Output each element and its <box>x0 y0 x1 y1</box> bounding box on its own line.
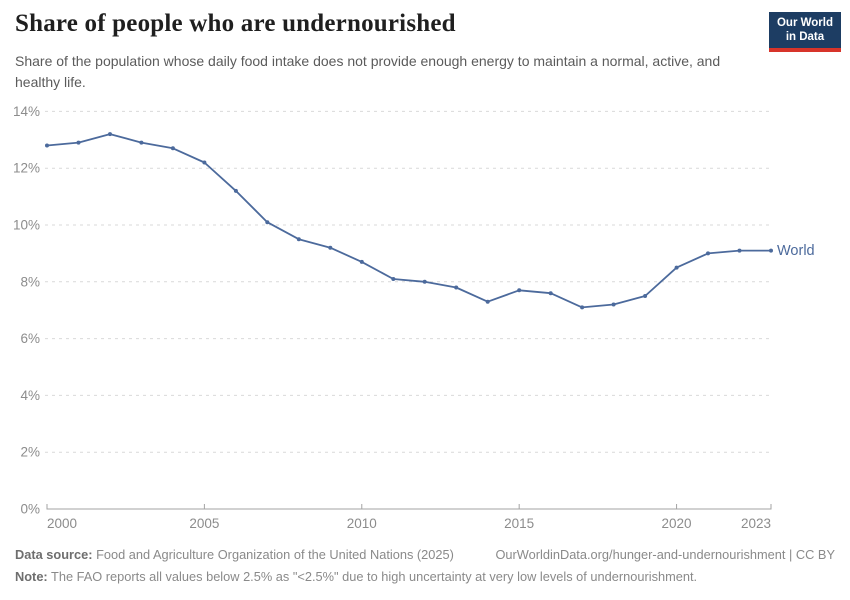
canonical-url[interactable]: OurWorldinData.org/hunger-and-undernouri… <box>495 547 835 562</box>
data-point[interactable] <box>422 279 427 284</box>
chart-footer: Data source: Food and Agriculture Organi… <box>15 547 835 585</box>
data-point[interactable] <box>45 143 49 148</box>
owid-logo[interactable]: Our World in Data <box>768 12 841 52</box>
note-text: The FAO reports all values below 2.5% as… <box>47 569 698 584</box>
y-axis-label: 12% <box>13 161 40 176</box>
series-line-world[interactable] <box>46 133 771 309</box>
x-axis-label: 2020 <box>662 516 692 531</box>
data-point[interactable] <box>485 299 490 304</box>
data-source: Data source: Food and Agriculture Organi… <box>15 547 454 563</box>
data-point[interactable] <box>706 251 710 256</box>
data-point[interactable] <box>233 188 238 193</box>
x-axis-label: 2010 <box>347 516 377 531</box>
y-axis-label: 8% <box>20 274 40 289</box>
data-point[interactable] <box>454 285 459 290</box>
data-point[interactable] <box>674 265 679 270</box>
data-point[interactable] <box>296 237 301 242</box>
y-axis-label: 4% <box>20 388 40 403</box>
y-axis-label: 10% <box>13 218 40 233</box>
chart-note: Note: The FAO reports all values below 2… <box>15 569 835 585</box>
data-point[interactable] <box>580 305 585 310</box>
page-title: Share of people who are undernourished <box>15 10 456 37</box>
data-point[interactable] <box>548 291 553 296</box>
data-point[interactable] <box>139 140 144 145</box>
x-axis-label: 2005 <box>189 516 219 531</box>
logo-line-1: Our World <box>776 17 833 29</box>
data-source-label: Data source: <box>15 547 93 562</box>
data-source-text: Food and Agriculture Organization of the… <box>92 547 454 562</box>
data-point[interactable] <box>517 288 522 293</box>
data-point[interactable] <box>202 160 207 165</box>
data-point[interactable] <box>769 248 773 253</box>
data-point[interactable] <box>737 248 742 253</box>
data-point[interactable] <box>108 132 112 137</box>
logo-line-2: in Data <box>785 30 825 43</box>
y-axis-label: 0% <box>20 502 40 517</box>
note-label: Note: <box>15 569 48 584</box>
y-axis-label: 6% <box>20 331 40 346</box>
x-axis-label: 2015 <box>504 516 534 531</box>
y-axis-label: 14% <box>13 104 40 119</box>
data-point[interactable] <box>643 294 648 298</box>
data-point[interactable] <box>391 277 396 281</box>
y-axis-label: 2% <box>20 445 40 460</box>
data-point[interactable] <box>611 302 616 307</box>
data-point[interactable] <box>265 220 270 225</box>
x-axis-line <box>46 504 772 510</box>
series-end-label[interactable]: World <box>777 243 815 259</box>
chart-subtitle: Share of the population whose daily food… <box>15 53 721 90</box>
data-point[interactable] <box>170 146 175 151</box>
data-point[interactable] <box>76 140 81 145</box>
x-axis-label: 2000 <box>47 516 77 531</box>
data-point[interactable] <box>359 259 364 264</box>
data-point[interactable] <box>328 245 333 250</box>
x-axis-label: 2023 <box>741 516 771 531</box>
